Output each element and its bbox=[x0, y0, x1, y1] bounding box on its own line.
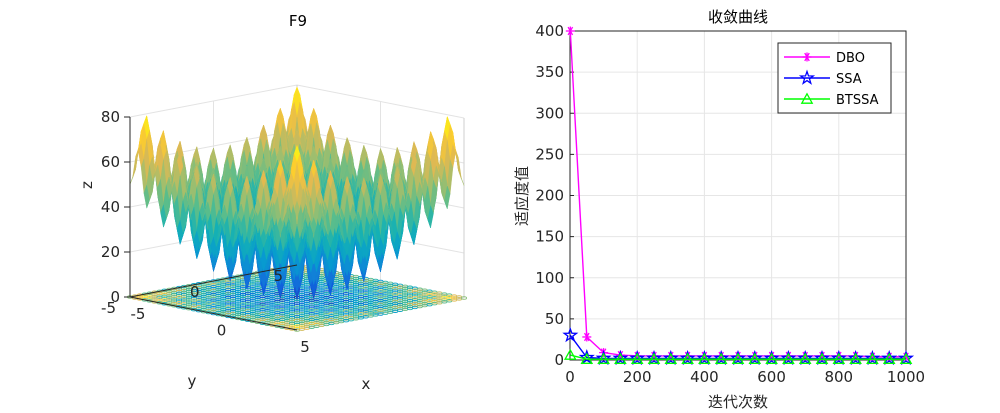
surface-z-axis-label: z bbox=[78, 181, 96, 189]
convergence-y-tick-label: 200 bbox=[535, 187, 564, 205]
surface-y-tick-label: -5 bbox=[101, 299, 116, 317]
convergence-y-tick-label: 150 bbox=[535, 228, 564, 246]
convergence-x-tick-label: 1000 bbox=[887, 368, 925, 386]
convergence-y-axis-label: 适应度值 bbox=[513, 166, 531, 226]
surface-y-tick-label: 5 bbox=[273, 267, 283, 285]
surface-x-tick-label: 5 bbox=[300, 338, 310, 356]
surface-floor-contour bbox=[126, 263, 468, 332]
surface-z-tick-label: 60 bbox=[101, 153, 120, 171]
convergence-y-tick-label: 300 bbox=[535, 104, 564, 122]
convergence-x-axis-label: 迭代次数 bbox=[708, 393, 768, 411]
surface-z-tick-label: 20 bbox=[101, 243, 120, 261]
convergence-y-tick-label: 350 bbox=[535, 63, 564, 81]
surface-z-tick-label: 40 bbox=[101, 198, 120, 216]
surface-x-tick-label: 0 bbox=[217, 322, 227, 340]
convergence-x-tick-label: 600 bbox=[757, 368, 786, 386]
convergence-x-tick-label: 400 bbox=[690, 368, 719, 386]
convergence-x-tick-label: 800 bbox=[824, 368, 853, 386]
surface-title: F9 bbox=[289, 12, 307, 30]
surface-z-tick-label: 80 bbox=[101, 108, 120, 126]
convergence-y-tick-label: 250 bbox=[535, 145, 564, 163]
surface-y-tick-label: 0 bbox=[190, 283, 200, 301]
convergence-y-tick-label: 50 bbox=[545, 310, 564, 328]
convergence-title: 收敛曲线 bbox=[708, 8, 768, 26]
surface-y-axis-label: y bbox=[188, 372, 197, 390]
surface-contour-ring bbox=[460, 296, 468, 300]
convergence-x-tick-label: 0 bbox=[565, 368, 575, 386]
surface-mesh bbox=[129, 86, 465, 300]
convergence-y-tick-label: 400 bbox=[535, 22, 564, 40]
surface-x-axis-label: x bbox=[362, 375, 371, 393]
convergence-y-tick-label: 100 bbox=[535, 269, 564, 287]
convergence-y-tick-label: 0 bbox=[554, 351, 564, 369]
surface-x-tick-label: -5 bbox=[131, 305, 146, 323]
convergence-x-tick-label: 200 bbox=[623, 368, 652, 386]
